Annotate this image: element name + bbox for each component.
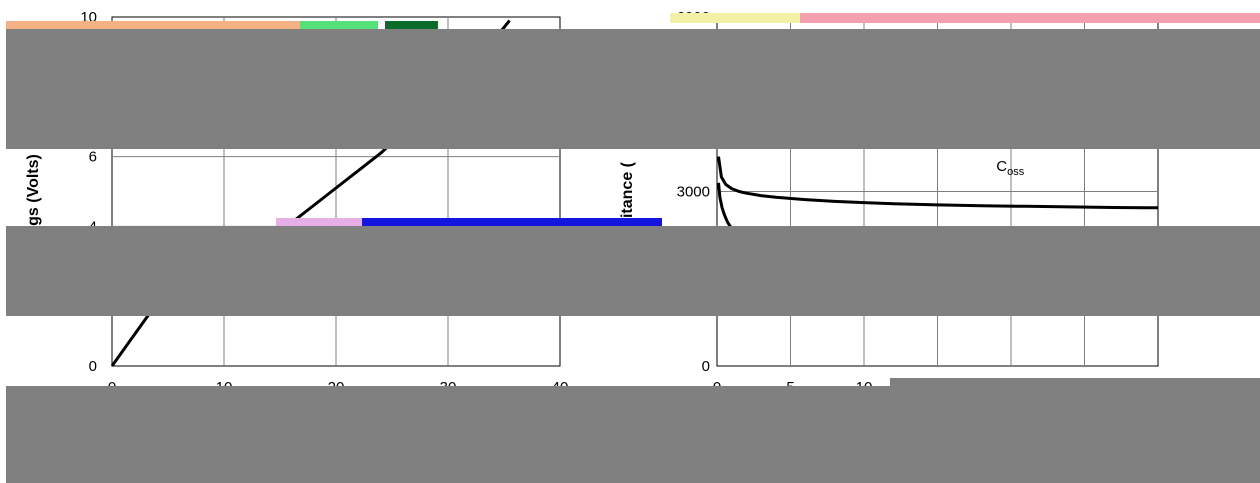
artifact-strip bbox=[670, 13, 800, 23]
redaction-bar bbox=[6, 29, 1260, 149]
redaction-bar bbox=[890, 378, 1260, 388]
y-axis-title: gs (Volts) bbox=[25, 154, 42, 226]
artifact-strip bbox=[276, 218, 362, 226]
artifact-strip bbox=[800, 13, 1260, 23]
redaction-bar bbox=[6, 386, 1260, 483]
y-tick-label: 6 bbox=[89, 149, 97, 166]
y-tick-label: 0 bbox=[702, 358, 710, 375]
y-tick-label: 0 bbox=[89, 358, 97, 375]
artifact-strip bbox=[385, 21, 438, 29]
artifact-strip bbox=[6, 21, 300, 29]
series-line bbox=[717, 156, 1159, 210]
redaction-bar bbox=[6, 226, 1260, 316]
y-tick-label: 3000 bbox=[677, 184, 710, 201]
y-axis-title: itance ( bbox=[619, 161, 636, 218]
artifact-strip bbox=[362, 218, 662, 226]
artifact-strip bbox=[300, 21, 378, 29]
